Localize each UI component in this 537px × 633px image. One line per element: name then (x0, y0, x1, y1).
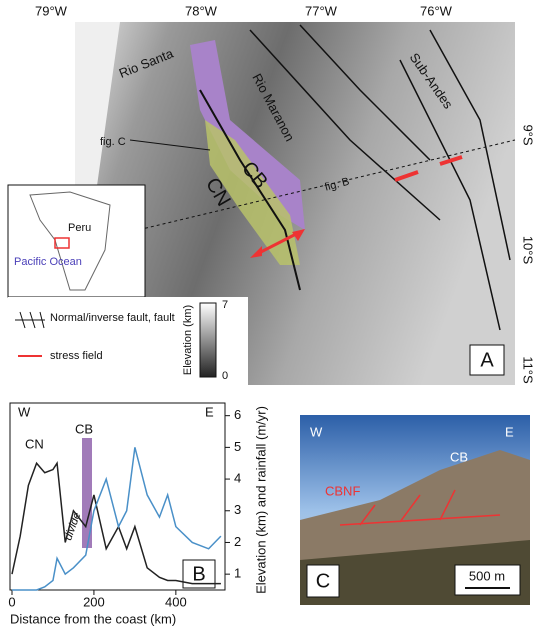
scale-label: 500 m (469, 568, 505, 583)
lon-label: 79°W (35, 3, 68, 18)
legend: Normal/inverse fault, fault stress field… (8, 297, 248, 385)
panel-label: B (192, 563, 205, 585)
inset: Peru Pacific Ocean (8, 185, 145, 297)
direction-label: W (310, 424, 323, 439)
profile-chart: W E CN CB divide B Elevation (km) and ra… (8, 403, 268, 626)
x-axis-title: Distance from the coast (km) (10, 611, 176, 626)
y-tick-label: 6 (234, 407, 241, 422)
fig-label: fig. C (100, 136, 126, 148)
panel-label: C (316, 570, 330, 592)
figure: 79°W 78°W 77°W 76°W 9°S 10°S 11°S Rio Sa… (0, 0, 537, 633)
lat-label: 10°S (521, 236, 536, 265)
photo-panel: W E CB CBNF C 500 m (300, 415, 530, 605)
x-tick-label: 0 (8, 594, 15, 609)
colorbar (200, 303, 216, 377)
lon-label: 76°W (420, 3, 453, 18)
y-tick-label: 2 (234, 534, 241, 549)
range-label: CB (450, 449, 468, 464)
colorbar-label: 0 (222, 370, 228, 382)
lat-label: 11°S (521, 356, 536, 384)
fault-label: CBNF (325, 483, 360, 498)
x-tick-label: 400 (165, 594, 187, 609)
range-label: CB (75, 421, 93, 436)
y-axis-title: Elevation (km) and rainfall (m/yr) (253, 406, 268, 594)
legend-label: Normal/inverse fault, fault (50, 312, 175, 324)
ocean-label: Pacific Ocean (14, 256, 82, 268)
colorbar-label: 7 (222, 299, 228, 311)
legend-title: Elevation (km) (182, 305, 194, 375)
lon-label: 77°W (305, 3, 338, 18)
lat-label: 9°S (521, 124, 536, 145)
range-label: CN (25, 436, 44, 451)
y-tick-label: 1 (234, 566, 241, 581)
y-tick-label: 5 (234, 439, 241, 454)
panel-label: A (480, 349, 494, 371)
direction-label: E (505, 424, 514, 439)
direction-label: E (205, 404, 214, 419)
direction-label: W (18, 404, 31, 419)
x-tick-label: 200 (83, 594, 105, 609)
y-tick-label: 4 (234, 471, 241, 486)
country-label: Peru (68, 222, 91, 234)
legend-label: stress field (50, 350, 103, 362)
lon-label: 78°W (185, 3, 218, 18)
y-tick-label: 3 (234, 502, 241, 517)
